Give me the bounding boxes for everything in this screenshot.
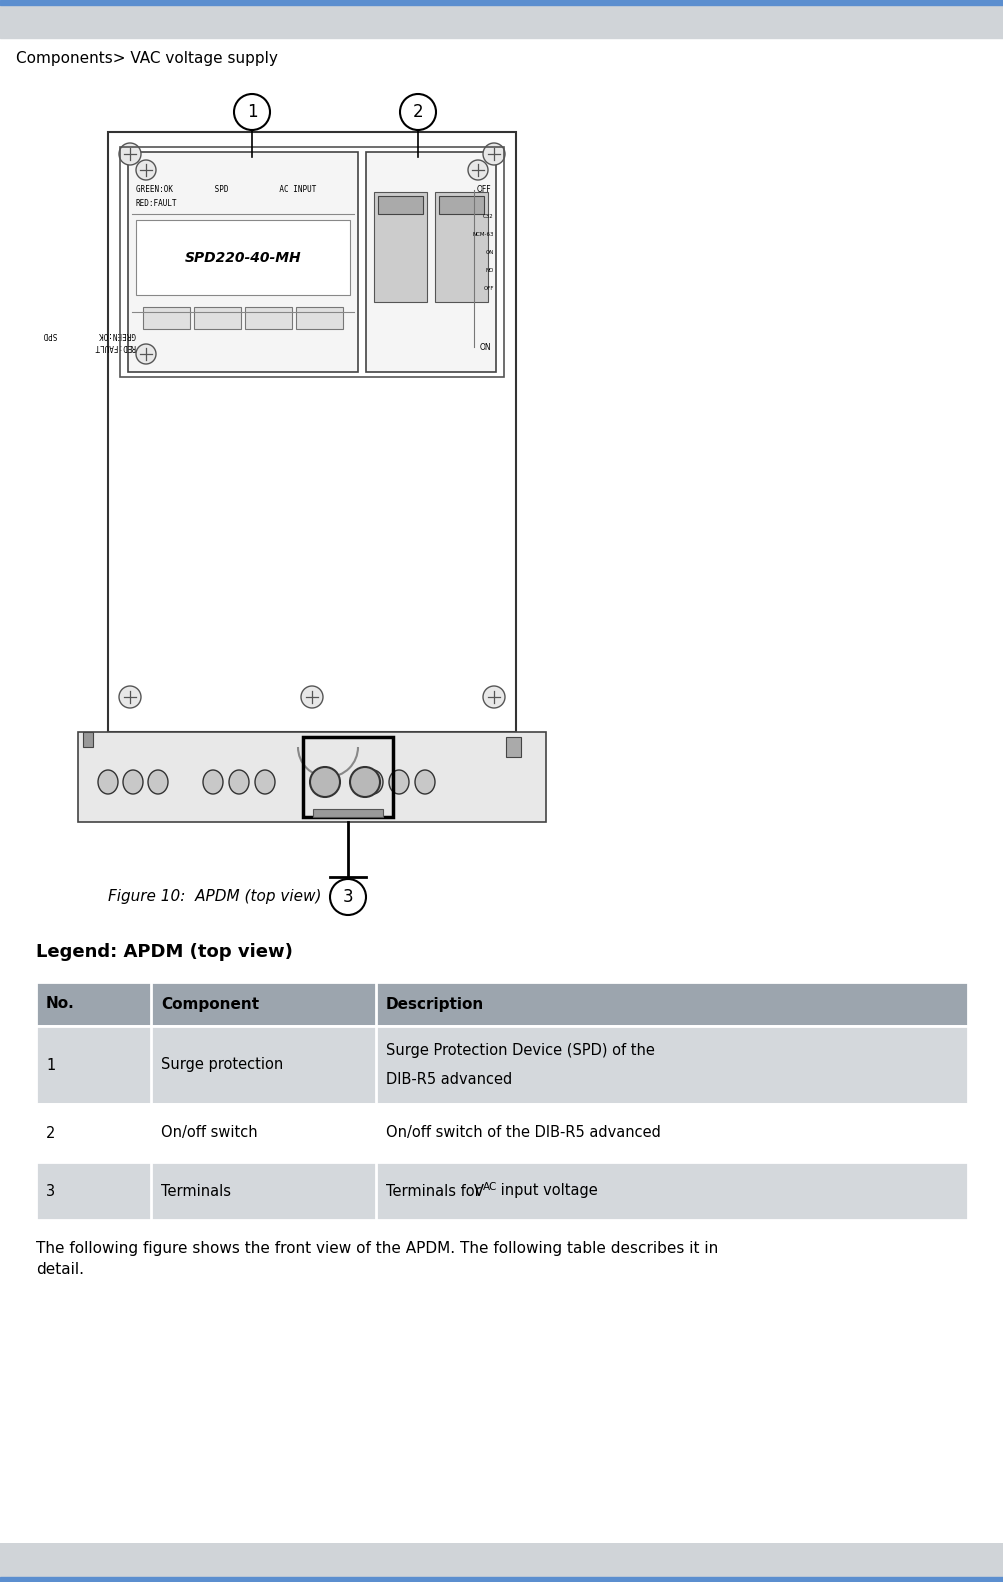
Bar xyxy=(434,191,487,302)
Ellipse shape xyxy=(123,770,142,794)
Text: 32: 32 xyxy=(16,1552,35,1568)
Text: OFF: OFF xyxy=(483,286,493,291)
Circle shape xyxy=(301,687,323,709)
Text: RED:FAULT: RED:FAULT xyxy=(135,199,178,209)
Bar xyxy=(0,1577,1003,1582)
Bar xyxy=(0,0,1003,5)
Bar xyxy=(374,191,426,302)
Circle shape xyxy=(482,142,505,165)
Text: V: V xyxy=(473,1183,483,1199)
Bar xyxy=(108,131,516,732)
Text: Figure 10:  APDM (top view): Figure 10: APDM (top view) xyxy=(108,889,321,905)
Bar xyxy=(142,307,190,329)
Text: AC: AC xyxy=(482,1182,496,1191)
Circle shape xyxy=(467,160,487,180)
Bar xyxy=(0,1542,1003,1577)
Text: C32: C32 xyxy=(482,215,493,220)
Ellipse shape xyxy=(203,770,223,794)
Circle shape xyxy=(399,93,435,130)
Circle shape xyxy=(135,160,155,180)
Bar xyxy=(120,147,504,377)
Bar xyxy=(245,307,292,329)
Bar xyxy=(135,220,350,294)
Bar xyxy=(194,307,241,329)
Text: detail.: detail. xyxy=(36,1262,84,1278)
Text: Surge Protection Device (SPD) of the: Surge Protection Device (SPD) of the xyxy=(385,1044,654,1058)
Ellipse shape xyxy=(388,770,408,794)
Circle shape xyxy=(119,687,140,709)
Text: RED:FAULT: RED:FAULT xyxy=(94,342,135,351)
Bar xyxy=(506,737,521,758)
Circle shape xyxy=(310,767,340,797)
Text: Surge protection: Surge protection xyxy=(160,1057,283,1073)
Bar xyxy=(78,732,546,823)
Bar xyxy=(313,808,382,816)
Text: Components> VAC voltage supply: Components> VAC voltage supply xyxy=(16,51,278,65)
Ellipse shape xyxy=(363,770,382,794)
Text: The following figure shows the front view of the APDM. The following table descr: The following figure shows the front vie… xyxy=(36,1240,717,1256)
Text: ON: ON xyxy=(485,250,493,256)
Text: 3: 3 xyxy=(46,1183,55,1199)
Bar xyxy=(127,152,358,372)
Bar xyxy=(36,1027,967,1104)
Text: ON: ON xyxy=(478,342,490,351)
Bar xyxy=(303,737,392,816)
Text: GREEN:OK         SPD           AC INPUT: GREEN:OK SPD AC INPUT xyxy=(0,329,135,339)
Ellipse shape xyxy=(147,770,168,794)
Text: DIB-R5 advanced: DIB-R5 advanced xyxy=(385,1071,512,1087)
Bar xyxy=(83,732,93,747)
Bar xyxy=(438,196,483,214)
Bar xyxy=(36,1104,967,1163)
Circle shape xyxy=(135,343,155,364)
Text: input voltage: input voltage xyxy=(495,1183,598,1199)
Circle shape xyxy=(330,880,366,914)
Text: NCM-63: NCM-63 xyxy=(472,233,493,237)
Text: GREEN:OK         SPD           AC INPUT: GREEN:OK SPD AC INPUT xyxy=(135,185,316,195)
Text: DIB-R5 advanced: DIB-R5 advanced xyxy=(855,14,987,28)
Bar xyxy=(36,982,967,1027)
Bar xyxy=(36,1163,967,1220)
Ellipse shape xyxy=(229,770,249,794)
Text: OFF: OFF xyxy=(475,185,490,195)
Bar xyxy=(366,152,495,372)
Text: Terminals for: Terminals for xyxy=(385,1183,484,1199)
Text: Legend: APDM (top view): Legend: APDM (top view) xyxy=(36,943,293,960)
Ellipse shape xyxy=(414,770,434,794)
Text: On/off switch of the DIB-R5 advanced: On/off switch of the DIB-R5 advanced xyxy=(385,1125,660,1141)
Circle shape xyxy=(482,687,505,709)
Text: 1: 1 xyxy=(46,1057,55,1073)
Text: Description: Description xyxy=(385,997,483,1011)
Text: On/off switch: On/off switch xyxy=(160,1125,258,1141)
Text: SPD220-40-MH: SPD220-40-MH xyxy=(185,250,301,264)
Bar xyxy=(377,196,422,214)
Text: 3: 3 xyxy=(342,888,353,906)
Text: Operation Manual 90DIBR5advancedOM02 - 1.0: Operation Manual 90DIBR5advancedOM02 - 1… xyxy=(621,1552,987,1568)
Ellipse shape xyxy=(255,770,275,794)
Circle shape xyxy=(350,767,379,797)
Text: Component: Component xyxy=(160,997,259,1011)
Circle shape xyxy=(119,142,140,165)
Ellipse shape xyxy=(98,770,118,794)
Text: 1: 1 xyxy=(247,103,257,120)
Text: No.: No. xyxy=(46,997,74,1011)
Text: NO: NO xyxy=(485,269,493,274)
Text: Product description: Product description xyxy=(16,14,164,28)
Circle shape xyxy=(234,93,270,130)
Bar xyxy=(0,5,1003,38)
Text: 2: 2 xyxy=(412,103,423,120)
Bar xyxy=(296,307,343,329)
Text: Terminals: Terminals xyxy=(160,1183,231,1199)
Text: 2: 2 xyxy=(46,1125,55,1141)
